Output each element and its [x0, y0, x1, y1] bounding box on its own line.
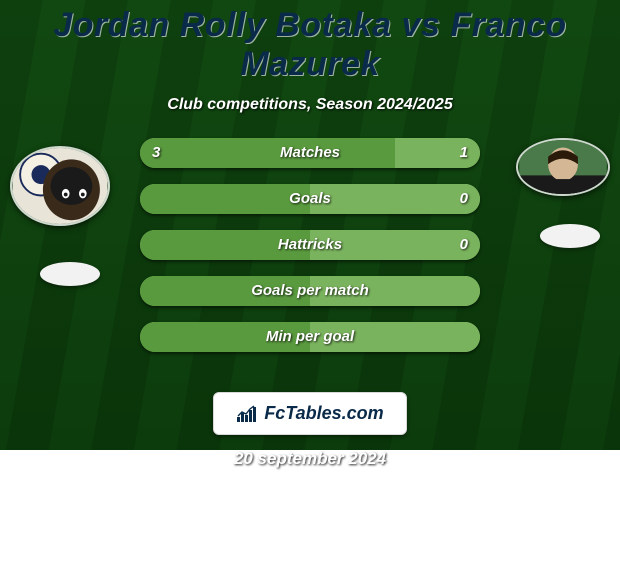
- brand-text: FcTables.com: [264, 403, 383, 424]
- stat-value-right: 0: [460, 184, 468, 214]
- player-left-flag: [40, 262, 100, 286]
- stat-value-right: 1: [460, 138, 468, 168]
- brand-icon: [236, 405, 258, 423]
- stat-row: Hattricks0: [140, 230, 480, 260]
- date-label: 20 september 2024: [0, 449, 620, 469]
- stat-label: Goals per match: [140, 276, 480, 306]
- content-area: Matches31Goals0Hattricks0Goals per match…: [0, 138, 620, 388]
- stat-value-right: 0: [460, 230, 468, 260]
- player-left-avatar: [10, 146, 110, 226]
- brand-badge: FcTables.com: [213, 392, 406, 435]
- stat-label: Hattricks: [140, 230, 480, 260]
- stat-label: Matches: [140, 138, 480, 168]
- player-right-flag: [540, 224, 600, 248]
- stat-row: Min per goal: [140, 322, 480, 352]
- stat-row: Goals0: [140, 184, 480, 214]
- page-title: Jordan Rolly Botaka vs Franco Mazurek: [0, 6, 620, 84]
- stat-rows: Matches31Goals0Hattricks0Goals per match…: [140, 138, 480, 368]
- stat-label: Min per goal: [140, 322, 480, 352]
- comparison-card: Jordan Rolly Botaka vs Franco Mazurek Cl…: [0, 0, 620, 450]
- stat-row: Matches3 1: [140, 138, 480, 168]
- subtitle: Club competitions, Season 2024/2025: [0, 96, 620, 114]
- stat-row: Goals per match: [140, 276, 480, 306]
- stat-value-left: 3: [152, 138, 160, 168]
- player-right-avatar: [516, 138, 610, 196]
- stat-label: Goals: [140, 184, 480, 214]
